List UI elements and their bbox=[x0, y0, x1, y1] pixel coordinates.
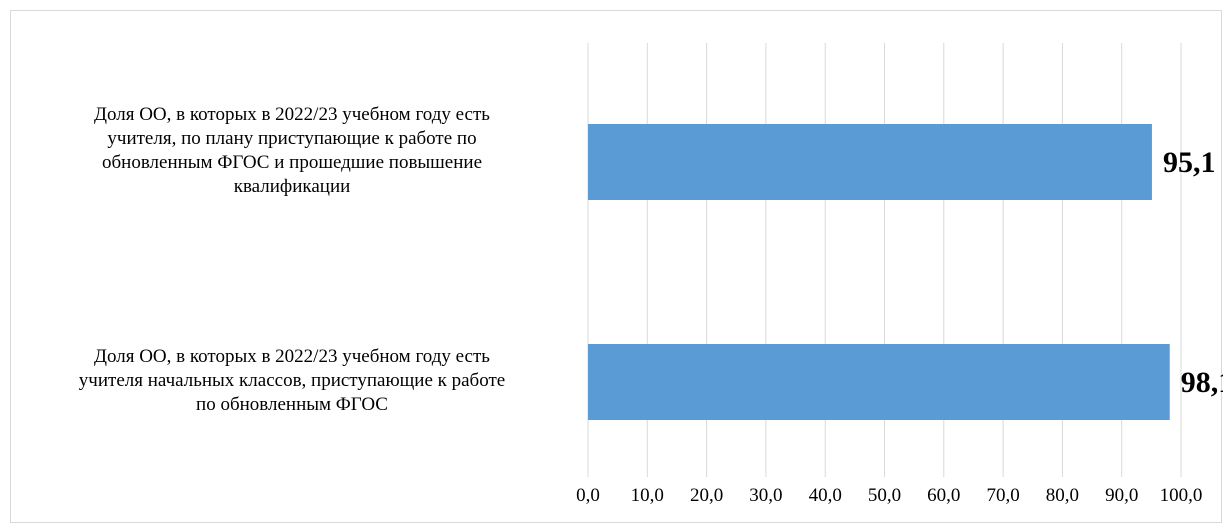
data-label-2: 98,1 bbox=[1181, 366, 1223, 399]
bar-1 bbox=[588, 124, 1152, 200]
bar-2 bbox=[588, 344, 1170, 420]
category-label-line: Доля ОО, в которых в 2022/23 учебном год… bbox=[94, 104, 490, 125]
bar-chart: 0,0 10,0 20,0 30,0 40,0 50,0 60,0 70,0 80,0 90,0 1… bbox=[576, 43, 1223, 506]
x-tick-label-9: 90,0 bbox=[1105, 485, 1138, 506]
x-tick-label-2: 20,0 bbox=[690, 485, 723, 506]
category-label-1: Доля ОО, в которых в 2022/23 учебном год… bbox=[11, 103, 573, 199]
category-label-line: по обновленным ФГОС bbox=[196, 394, 388, 415]
x-tick-label-10: 100,0 bbox=[1160, 485, 1203, 506]
category-label-line: обновленным ФГОС и прошедшие повышение bbox=[101, 152, 483, 173]
x-tick-label-5: 50,0 bbox=[868, 485, 901, 506]
x-tick-label-8: 80,0 bbox=[1046, 485, 1079, 506]
category-label-line: учителя, по плану приступающие к работе … bbox=[107, 128, 477, 149]
chart-area: Доля ОО, в которых в 2022/23 учебном год… bbox=[10, 10, 1223, 523]
data-label-1: 95,1 bbox=[1163, 146, 1216, 179]
x-tick-label-0: 0,0 bbox=[576, 485, 600, 506]
x-tick-label-3: 30,0 bbox=[749, 485, 782, 506]
x-tick-label-6: 60,0 bbox=[927, 485, 960, 506]
x-tick-label-7: 70,0 bbox=[986, 485, 1019, 506]
category-label-2: Доля ОО, в которых в 2022/23 учебном год… bbox=[11, 345, 573, 417]
x-tick-label-1: 10,0 bbox=[631, 485, 664, 506]
category-label-line: учителя начальных классов, приступающие … bbox=[78, 370, 506, 391]
category-label-line: квалификации bbox=[233, 176, 351, 197]
x-tick-label-4: 40,0 bbox=[809, 485, 842, 506]
category-label-line: Доля ОО, в которых в 2022/23 учебном год… bbox=[94, 346, 490, 367]
